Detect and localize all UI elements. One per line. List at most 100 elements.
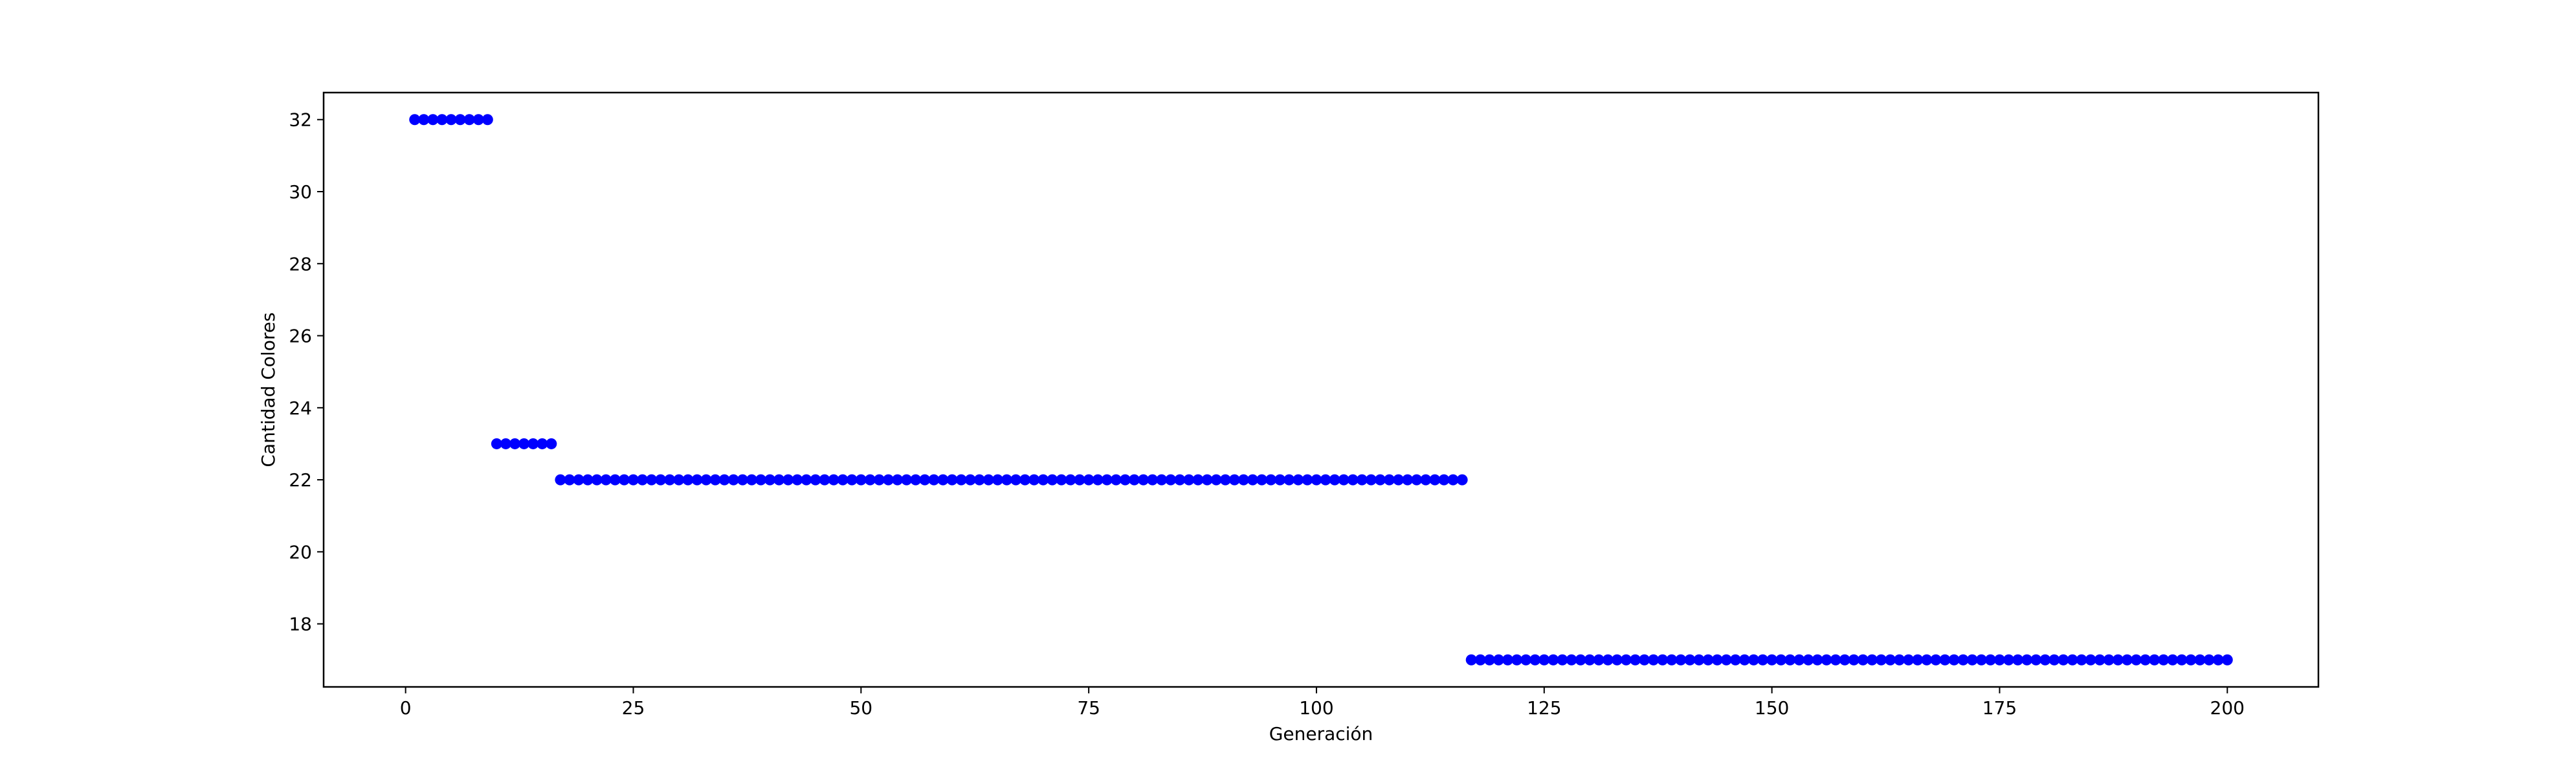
data-point	[892, 474, 904, 486]
data-point	[2030, 654, 2042, 666]
data-point	[2094, 654, 2105, 666]
data-point	[764, 474, 776, 486]
data-point	[600, 474, 612, 486]
data-point	[1219, 474, 1231, 486]
data-point	[527, 438, 539, 449]
data-point	[928, 474, 940, 486]
data-point	[864, 474, 876, 486]
data-point	[873, 474, 885, 486]
data-point	[1265, 474, 1277, 486]
data-point	[1894, 654, 1905, 666]
data-point	[773, 474, 785, 486]
data-point	[1183, 474, 1195, 486]
data-point	[1557, 654, 1568, 666]
data-point	[1693, 654, 1705, 666]
data-point	[1101, 474, 1113, 486]
data-point	[1639, 654, 1650, 666]
data-point	[1502, 654, 1513, 666]
data-point	[1511, 654, 1523, 666]
data-point	[819, 474, 830, 486]
data-point	[718, 474, 730, 486]
x-tick-label: 125	[1527, 697, 1561, 719]
data-point	[2012, 654, 2024, 666]
x-tick-label: 0	[400, 697, 412, 719]
y-tick-label: 18	[289, 614, 312, 635]
data-point	[810, 474, 821, 486]
data-point	[1602, 654, 1614, 666]
data-point	[937, 474, 949, 486]
data-point	[2131, 654, 2142, 666]
data-point	[409, 114, 421, 126]
data-point	[472, 114, 484, 126]
x-tick-label: 100	[1299, 697, 1333, 719]
data-point	[482, 114, 493, 126]
y-tick-label: 24	[289, 398, 312, 419]
data-point	[946, 474, 958, 486]
data-point	[1793, 654, 1805, 666]
x-tick-label: 50	[849, 697, 872, 719]
data-point	[2121, 654, 2133, 666]
data-point	[1311, 474, 1322, 486]
data-point	[1074, 474, 1085, 486]
data-point	[1147, 474, 1159, 486]
data-point	[1119, 474, 1131, 486]
data-point	[546, 438, 557, 449]
data-point	[1356, 474, 1368, 486]
data-point	[964, 474, 976, 486]
data-point	[855, 474, 867, 486]
data-point	[801, 474, 812, 486]
data-point	[1584, 654, 1595, 666]
data-point	[1648, 654, 1660, 666]
data-point	[1921, 654, 1933, 666]
data-point	[1857, 654, 1869, 666]
data-point	[1156, 474, 1168, 486]
x-tick-label: 25	[622, 697, 645, 719]
data-point	[537, 438, 548, 449]
data-point	[463, 114, 475, 126]
data-point	[1065, 474, 1076, 486]
data-point	[436, 114, 448, 126]
data-point	[983, 474, 994, 486]
data-point	[1374, 474, 1386, 486]
data-point	[2140, 654, 2151, 666]
data-point	[682, 474, 694, 486]
data-point	[2076, 654, 2087, 666]
data-point	[1939, 654, 1951, 666]
data-point	[1611, 654, 1623, 666]
data-point	[1474, 654, 1486, 666]
data-point	[1930, 654, 1942, 666]
data-point	[783, 474, 794, 486]
data-point	[646, 474, 658, 486]
data-point	[727, 474, 739, 486]
data-point	[2149, 654, 2160, 666]
data-point	[901, 474, 913, 486]
y-tick-label: 20	[289, 541, 312, 563]
data-point	[1247, 474, 1258, 486]
data-point	[1192, 474, 1204, 486]
data-point	[1803, 654, 1814, 666]
data-point	[1684, 654, 1696, 666]
data-point	[2085, 654, 2096, 666]
data-point	[1411, 474, 1423, 486]
data-point	[2158, 654, 2170, 666]
data-point	[491, 438, 502, 449]
data-point	[910, 474, 922, 486]
data-point	[1110, 474, 1122, 486]
data-point	[1984, 654, 1996, 666]
data-point	[792, 474, 803, 486]
data-point	[1538, 654, 1550, 666]
data-point	[664, 474, 676, 486]
data-point	[1738, 654, 1750, 666]
data-point	[1038, 474, 1049, 486]
data-point	[1748, 654, 1759, 666]
plot-area	[322, 91, 2320, 688]
data-point	[1129, 474, 1140, 486]
data-point	[2212, 654, 2224, 666]
data-point	[1620, 654, 1632, 666]
y-tick-label: 28	[289, 253, 312, 274]
data-point	[955, 474, 967, 486]
data-point	[618, 474, 630, 486]
data-point	[1402, 474, 1414, 486]
data-point	[1903, 654, 1915, 666]
data-point	[1675, 654, 1687, 666]
